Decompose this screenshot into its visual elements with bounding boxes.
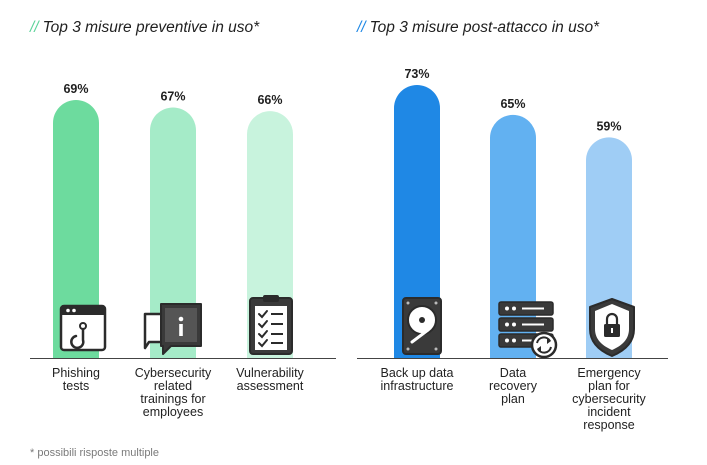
value-label: 73% xyxy=(404,67,429,81)
category-label: Phishing tests xyxy=(52,366,100,393)
value-label: 69% xyxy=(63,82,88,96)
value-label: 66% xyxy=(257,93,282,107)
value-label: 65% xyxy=(500,97,525,111)
category-label: Data recovery plan xyxy=(489,366,537,406)
category-label: Cybersecurity related trainings for empl… xyxy=(134,366,212,419)
preventive-title-text: Top 3 misure preventive in uso* xyxy=(42,19,260,36)
title-slashes: // xyxy=(357,19,366,36)
post-attack-title: //Top 3 misure post-attacco in uso* xyxy=(357,19,599,37)
post-attack-title-text: Top 3 misure post-attacco in uso* xyxy=(369,19,600,36)
bar xyxy=(150,107,196,359)
training-presentation-icon xyxy=(143,303,202,355)
title-slashes: // xyxy=(30,19,39,36)
category-label: Back up data infrastructure xyxy=(380,366,454,393)
category-label: Emergency plan for cybersecurity inciden… xyxy=(572,366,646,432)
category-label: Vulnerability assessment xyxy=(236,366,304,393)
server-recovery-icon xyxy=(498,301,558,359)
bar xyxy=(490,114,536,358)
preventive-title: //Top 3 misure preventive in uso* xyxy=(30,19,259,37)
value-label: 59% xyxy=(596,119,621,133)
footnote: * possibili risposte multiple xyxy=(30,447,159,459)
hard-drive-icon xyxy=(402,297,442,355)
shield-lock-icon xyxy=(589,298,635,357)
value-label: 67% xyxy=(160,89,185,103)
checklist-clipboard-icon xyxy=(249,295,293,355)
phishing-hook-icon xyxy=(59,304,107,352)
bar xyxy=(247,111,293,358)
bar xyxy=(394,85,440,358)
bar xyxy=(53,99,99,359)
